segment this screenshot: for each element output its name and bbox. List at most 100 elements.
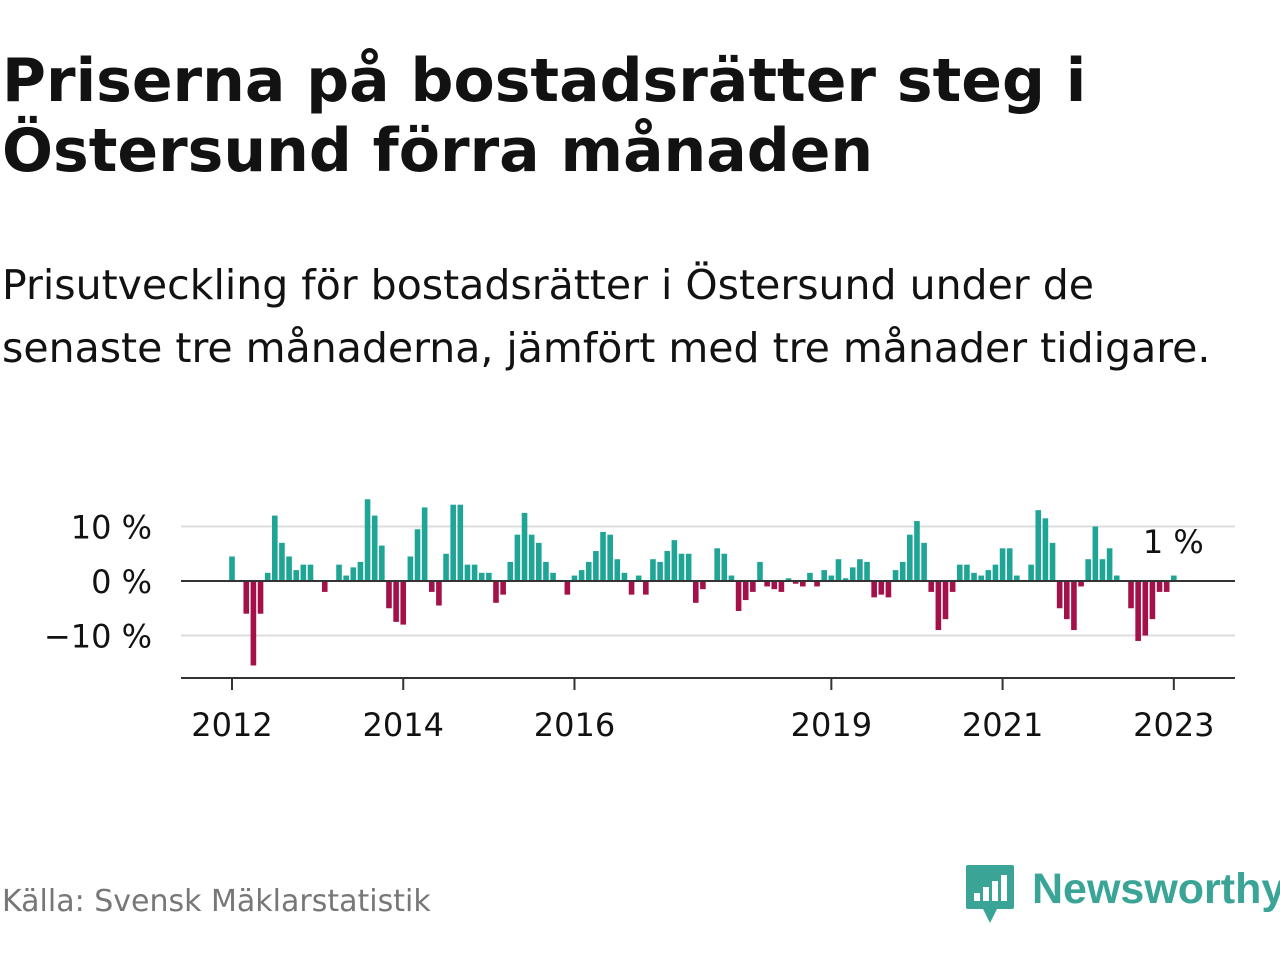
bar bbox=[828, 575, 835, 581]
bar bbox=[536, 542, 542, 581]
bar bbox=[650, 559, 656, 581]
bar bbox=[800, 581, 806, 587]
bar bbox=[279, 542, 285, 581]
gridlines bbox=[181, 525, 1235, 637]
bar bbox=[914, 521, 920, 581]
bar bbox=[999, 548, 1006, 581]
bar bbox=[379, 545, 385, 581]
bar bbox=[571, 575, 578, 581]
bar bbox=[250, 581, 257, 666]
bar bbox=[921, 542, 927, 581]
bar bbox=[849, 567, 856, 582]
bar bbox=[949, 581, 956, 592]
bar bbox=[528, 534, 535, 581]
bar bbox=[371, 515, 378, 581]
bar bbox=[272, 515, 278, 581]
x-tick-label: 2021 bbox=[962, 706, 1043, 744]
bar bbox=[1142, 581, 1149, 636]
bar bbox=[992, 564, 999, 581]
bar bbox=[892, 570, 899, 581]
bar bbox=[428, 581, 435, 592]
bar bbox=[878, 581, 885, 595]
bar bbox=[1128, 581, 1134, 609]
bar bbox=[336, 564, 342, 581]
bar-chart: 10 % 0 % −10 % 2012 2014 2016 2019 2021 2023 1 … bbox=[44, 499, 1235, 744]
bar bbox=[700, 581, 706, 590]
bar bbox=[521, 512, 528, 582]
bar bbox=[835, 559, 842, 581]
bar bbox=[607, 534, 613, 581]
bar bbox=[1028, 564, 1034, 581]
bar bbox=[621, 572, 628, 582]
bar bbox=[286, 556, 292, 581]
bar bbox=[464, 564, 471, 581]
bar bbox=[899, 561, 906, 581]
bar bbox=[364, 499, 371, 581]
bar bbox=[257, 581, 264, 614]
bar bbox=[1092, 526, 1099, 581]
bar bbox=[307, 564, 314, 581]
bar bbox=[771, 581, 778, 590]
bar bbox=[564, 581, 571, 595]
bar bbox=[400, 581, 407, 625]
annotations: 1 % bbox=[1143, 523, 1204, 561]
bar bbox=[685, 553, 692, 581]
bar bbox=[478, 572, 485, 582]
bar bbox=[757, 561, 763, 581]
bar bbox=[821, 570, 827, 581]
bar bbox=[350, 567, 357, 582]
x-axis: 2012 2014 2016 2019 2021 2023 bbox=[181, 677, 1235, 744]
bar bbox=[493, 581, 499, 603]
bar bbox=[971, 572, 977, 582]
bar bbox=[864, 561, 870, 581]
bar bbox=[907, 534, 913, 581]
bar bbox=[750, 581, 756, 592]
bar bbox=[721, 553, 728, 581]
bar bbox=[857, 559, 863, 581]
bar bbox=[956, 564, 963, 581]
bar bbox=[500, 581, 506, 595]
bar bbox=[643, 581, 649, 595]
bar bbox=[229, 556, 235, 581]
bar bbox=[764, 581, 770, 587]
bar bbox=[414, 529, 421, 581]
bar bbox=[514, 534, 521, 581]
bar bbox=[300, 564, 307, 581]
bar bbox=[550, 572, 556, 582]
bar bbox=[814, 581, 820, 587]
bar bbox=[1049, 542, 1056, 581]
bar bbox=[942, 581, 949, 620]
bar bbox=[471, 564, 478, 581]
bar bbox=[1171, 575, 1177, 581]
y-tick-label: 10 % bbox=[71, 509, 152, 547]
bar bbox=[407, 556, 414, 581]
bar bbox=[1099, 559, 1106, 581]
bar bbox=[421, 507, 428, 581]
bars bbox=[229, 499, 1177, 666]
bar bbox=[1085, 559, 1091, 581]
bar bbox=[635, 575, 642, 581]
y-axis-labels: 10 % 0 % −10 % bbox=[44, 509, 152, 656]
y-tick-label: 0 % bbox=[91, 563, 152, 601]
bar bbox=[842, 578, 849, 582]
x-tick-label: 2023 bbox=[1133, 706, 1214, 744]
bar bbox=[1014, 575, 1020, 581]
x-tick-label: 2016 bbox=[534, 706, 615, 744]
bar bbox=[457, 504, 464, 581]
bar bbox=[742, 581, 749, 601]
bar bbox=[593, 551, 599, 582]
bar bbox=[671, 540, 678, 582]
source-note: Källa: Svensk Mäklarstatistik bbox=[2, 884, 431, 919]
bar bbox=[1042, 518, 1049, 581]
bar bbox=[393, 581, 399, 622]
bar bbox=[357, 561, 364, 581]
bar bbox=[1113, 575, 1120, 581]
bar bbox=[1106, 548, 1113, 581]
x-tick-label: 2019 bbox=[791, 706, 872, 744]
bar bbox=[343, 575, 349, 581]
bar bbox=[1135, 581, 1141, 641]
bar bbox=[807, 572, 813, 582]
bar bbox=[935, 581, 942, 631]
bar bbox=[507, 561, 514, 581]
y-tick-label: −10 % bbox=[44, 618, 152, 656]
